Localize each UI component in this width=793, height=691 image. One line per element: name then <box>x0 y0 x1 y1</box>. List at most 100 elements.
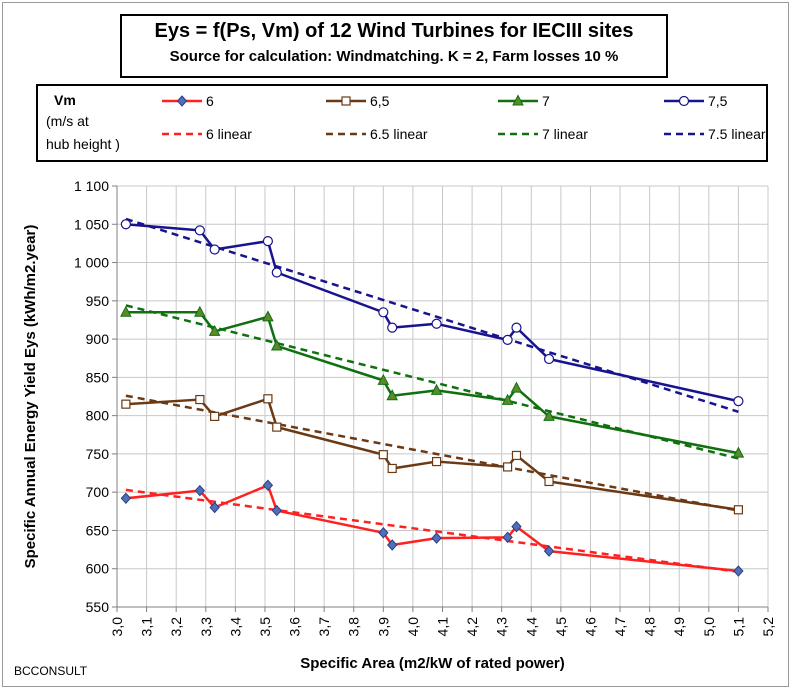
x-tick-label: 4,5 <box>553 617 569 637</box>
data-point <box>511 520 522 533</box>
x-tick-label: 4,7 <box>612 617 628 637</box>
data-point <box>209 244 220 255</box>
data-point <box>270 339 283 351</box>
legend-entry-6-5: 6,5 6.5 linear <box>326 93 428 142</box>
data-point <box>732 446 745 458</box>
data-point <box>430 383 443 395</box>
x-tick-label: 3,6 <box>287 617 303 637</box>
data-point <box>263 394 273 404</box>
data-point <box>262 479 274 492</box>
data-point <box>733 565 744 577</box>
x-tick-label: 4,0 <box>405 617 421 637</box>
series-7 <box>120 304 745 460</box>
data-point <box>510 381 523 393</box>
data-point <box>502 531 513 544</box>
data-point <box>387 463 397 474</box>
x-tick-label: 3,1 <box>139 617 155 637</box>
trend-line <box>125 394 739 512</box>
data-point <box>210 411 220 422</box>
chart-subtitle: Source for calculation: Windmatching. K … <box>169 48 619 65</box>
legend-label: 7,5 <box>708 93 728 109</box>
x-tick-label: 3,7 <box>316 617 332 637</box>
data-point <box>120 492 132 505</box>
x-tick-label: 4,8 <box>642 617 658 637</box>
x-axis-title: Specific Area (m2/kW of rated power) <box>300 655 565 672</box>
data-point <box>209 501 220 514</box>
y-tick-label: 1 050 <box>74 216 109 232</box>
data-point <box>262 236 274 247</box>
data-point <box>378 450 388 460</box>
x-tick-label: 4,6 <box>582 617 598 637</box>
legend-entry-7: 7 7 linear <box>498 93 588 142</box>
data-point <box>120 305 132 317</box>
data-point <box>194 225 205 236</box>
data-point <box>733 505 744 515</box>
legend-trend-label: 7 linear <box>542 126 588 142</box>
series-6-5 <box>121 394 744 515</box>
data-point <box>387 539 398 551</box>
y-tick-label: 750 <box>86 446 110 462</box>
y-tick-label: 700 <box>86 484 110 500</box>
x-tick-label: 4,9 <box>671 617 687 637</box>
data-point <box>120 219 131 230</box>
data-point <box>733 395 744 407</box>
legend-marker <box>678 95 690 107</box>
data-point <box>195 394 205 405</box>
y-tick-label: 1 000 <box>74 255 109 271</box>
data-point <box>378 307 389 318</box>
y-tick-label: 550 <box>86 599 110 615</box>
data-point <box>194 305 206 317</box>
footer-credit: BCCONSULT <box>14 664 88 678</box>
legend-trend-label: 6 linear <box>206 126 252 142</box>
data-point <box>543 353 555 365</box>
data-point <box>271 504 282 517</box>
x-tick-label: 3,0 <box>109 617 125 637</box>
data-point <box>543 409 555 421</box>
data-point <box>271 267 282 278</box>
series-7-5 <box>120 217 744 414</box>
x-tick-label: 4,4 <box>523 617 539 637</box>
x-tick-label: 3,4 <box>227 617 243 637</box>
y-tick-label: 800 <box>86 408 110 424</box>
chart-title: Eys = f(Ps, Vm) of 12 Wind Turbines for … <box>154 20 634 42</box>
legend-vm-label: Vm <box>54 92 76 108</box>
data-point <box>272 422 282 432</box>
x-tick-label: 3,5 <box>257 617 273 637</box>
data-point <box>502 334 513 345</box>
data-point <box>387 322 398 333</box>
data-point <box>543 545 555 557</box>
data-point <box>431 318 442 329</box>
legend-trend-label: 7.5 linear <box>708 126 766 142</box>
data-point <box>544 476 554 487</box>
trend-line <box>125 304 739 460</box>
legend-trend-label: 6.5 linear <box>370 126 428 142</box>
x-tick-label: 5,0 <box>701 617 717 637</box>
data-point <box>121 399 131 409</box>
legend-entry-7-5: 7,5 7.5 linear <box>664 93 766 142</box>
legend-marker <box>512 94 524 106</box>
series-6 <box>120 479 744 577</box>
x-tick-label: 5,2 <box>760 617 776 637</box>
legend: Vm (m/s at hub height ) <box>36 84 768 162</box>
data-point <box>262 310 274 322</box>
data-point <box>511 322 522 333</box>
legend-vm-unit-line2: hub height ) <box>46 136 120 152</box>
x-tick-label: 3,8 <box>346 617 362 637</box>
data-point <box>386 389 399 401</box>
data-point <box>511 450 522 461</box>
x-tick-label: 3,9 <box>375 617 391 637</box>
legend-marker <box>341 96 351 106</box>
data-point <box>194 484 206 497</box>
data-point <box>431 456 442 467</box>
data-point <box>377 373 390 385</box>
x-tick-label: 4,2 <box>464 617 480 637</box>
x-tick-label: 5,1 <box>730 617 746 637</box>
legend-entry-6: 6 6 linear <box>162 93 252 142</box>
x-tick-label: 3,3 <box>198 617 214 637</box>
legend-marker <box>176 95 188 107</box>
legend-label: 6 <box>206 93 214 109</box>
legend-label: 7 <box>542 93 550 109</box>
data-point <box>208 324 221 336</box>
